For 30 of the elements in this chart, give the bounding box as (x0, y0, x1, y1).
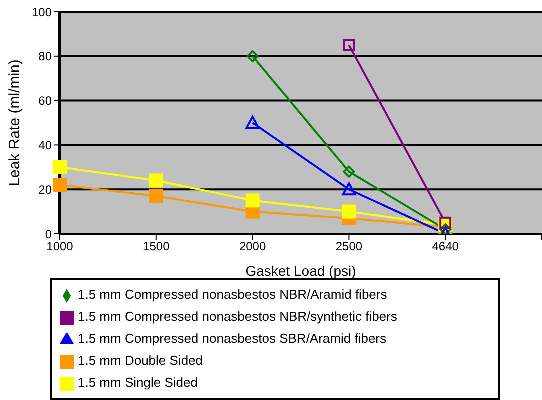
point (246, 194, 260, 208)
y-tick-label: 40 (38, 138, 52, 152)
point (342, 204, 356, 219)
point (342, 182, 356, 196)
legend-label: 1.5 mm Compressed nonasbestos SBR/Aramid fibers (78, 331, 387, 346)
point (246, 50, 259, 62)
x-axis-title: Gasket Load (psi) (246, 263, 356, 279)
x-tick-label: 4640 (432, 240, 460, 254)
point (53, 160, 67, 174)
y-tick-label: 60 (38, 94, 52, 108)
point (149, 189, 164, 204)
y-tick-label: 100 (32, 5, 52, 20)
point (343, 39, 356, 52)
legend-label: 1.5 mm Compressed nonasbestos NBR/synthetic fibers (78, 309, 398, 324)
x-tick-label: 2000 (239, 240, 266, 254)
y-tick-label: 0 (45, 227, 52, 242)
legend-label: 1.5 mm Double Sided (78, 353, 204, 368)
x-tick-label: 2500 (336, 240, 363, 254)
point (343, 166, 356, 178)
x-tick-label: 1500 (143, 240, 170, 254)
legend-label: 1.5 mm Single Sided (78, 375, 198, 390)
y-tick-label: 80 (38, 50, 52, 64)
y-axis-title: Leak Rate (ml/min) (6, 60, 24, 186)
point (149, 174, 164, 188)
x-tick-label: 1000 (46, 240, 74, 254)
point (246, 116, 260, 129)
point (53, 178, 67, 192)
y-tick-label: 20 (38, 182, 52, 197)
legend-label: 1.5 mm Compressed nonasbestos NBR/Aramid fibers (78, 287, 388, 302)
point (440, 216, 452, 229)
